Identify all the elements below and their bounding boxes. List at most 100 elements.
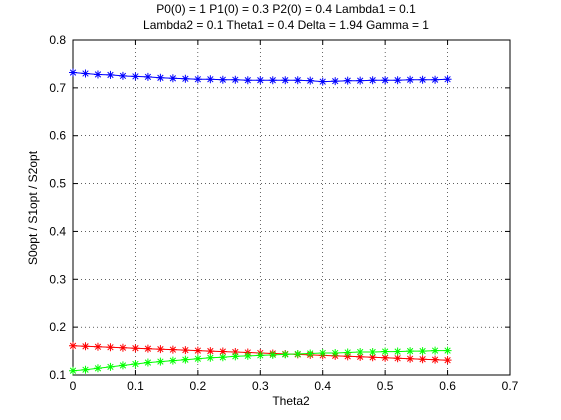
data-point-marker xyxy=(143,358,152,367)
data-point-marker xyxy=(231,75,240,84)
x-axis-label: Theta2 xyxy=(272,394,310,408)
data-point-marker xyxy=(193,75,202,84)
grid-lines xyxy=(73,40,510,375)
data-point-marker xyxy=(69,341,77,350)
data-point-marker xyxy=(306,349,315,358)
data-point-marker xyxy=(156,357,165,366)
data-point-marker xyxy=(118,343,127,352)
data-point-marker xyxy=(431,75,440,84)
data-point-marker xyxy=(69,68,77,77)
data-point-marker xyxy=(193,354,202,363)
y-axis-label: S0opt / S1opt / S2opt xyxy=(26,150,40,265)
y-tick-label: 0.4 xyxy=(49,224,66,238)
data-point-marker xyxy=(406,354,415,363)
data-point-marker xyxy=(331,348,340,357)
data-point-marker xyxy=(168,74,177,83)
data-point-marker xyxy=(106,70,115,79)
data-point-marker xyxy=(381,76,390,85)
data-point-marker xyxy=(331,77,340,86)
data-point-marker xyxy=(118,71,127,80)
data-point-marker xyxy=(156,73,165,82)
x-tick-label: 0.5 xyxy=(377,379,394,393)
data-point-marker xyxy=(293,349,302,358)
y-tick-label: 0.8 xyxy=(49,33,66,47)
data-point-marker xyxy=(93,364,102,373)
data-point-marker xyxy=(243,351,252,360)
data-point-marker xyxy=(69,366,77,375)
data-point-marker xyxy=(281,76,290,85)
data-point-marker xyxy=(268,350,277,359)
data-point-marker xyxy=(343,348,352,357)
data-point-marker xyxy=(393,347,402,356)
data-point-marker xyxy=(106,343,115,352)
data-point-marker xyxy=(106,362,115,371)
data-point-marker xyxy=(281,350,290,359)
data-point-marker xyxy=(431,355,440,364)
data-point-marker xyxy=(368,353,377,362)
data-point-marker xyxy=(443,75,452,84)
x-tick-label: 0.4 xyxy=(314,379,331,393)
chart-title-line-1: P0(0) = 1 P1(0) = 0.3 P2(0) = 0.4 Lambda… xyxy=(156,2,416,16)
data-point-marker xyxy=(181,346,190,355)
data-point-marker xyxy=(431,346,440,355)
data-point-marker xyxy=(81,69,90,78)
data-point-marker xyxy=(243,76,252,85)
data-point-marker xyxy=(206,347,215,356)
data-point-marker xyxy=(81,342,90,351)
data-point-marker xyxy=(443,356,452,365)
data-point-marker xyxy=(381,353,390,362)
data-point-marker xyxy=(393,76,402,85)
data-point-marker xyxy=(193,346,202,355)
data-point-marker xyxy=(343,76,352,85)
data-point-marker xyxy=(268,76,277,85)
plot-area xyxy=(72,39,511,376)
data-point-marker xyxy=(131,344,140,353)
data-point-marker xyxy=(356,76,365,85)
data-point-marker xyxy=(406,75,415,84)
data-point-marker xyxy=(118,361,127,370)
data-point-marker xyxy=(81,365,90,374)
axis-ticks: 0 0.1 0.2 0.3 0.4 0.5 0.6 0.7 0.1 0.2 0.3 0.4 0.5 0.6… xyxy=(49,33,518,393)
data-point-marker xyxy=(368,348,377,357)
data-point-marker xyxy=(406,347,415,356)
data-point-marker xyxy=(393,354,402,363)
y-tick-label: 0.6 xyxy=(49,129,66,143)
data-point-marker xyxy=(356,352,365,361)
data-point-marker xyxy=(443,346,452,355)
data-point-marker xyxy=(206,75,215,84)
x-tick-label: 0 xyxy=(70,379,77,393)
data-point-marker xyxy=(418,75,427,84)
y-tick-label: 0.5 xyxy=(49,177,66,191)
data-point-marker xyxy=(368,76,377,85)
y-tick-label: 0.1 xyxy=(49,368,66,382)
data-point-marker xyxy=(293,76,302,85)
series-1 xyxy=(69,68,452,86)
x-tick-label: 0.7 xyxy=(502,379,519,393)
data-point-marker xyxy=(131,72,140,81)
data-point-marker xyxy=(218,353,227,362)
data-series xyxy=(69,68,452,375)
y-tick-label: 0.2 xyxy=(49,320,66,334)
y-tick-label: 0.7 xyxy=(49,81,66,95)
data-point-marker xyxy=(206,353,215,362)
data-point-marker xyxy=(231,348,240,357)
data-point-marker xyxy=(356,348,365,357)
data-point-marker xyxy=(418,347,427,356)
x-tick-label: 0.6 xyxy=(439,379,456,393)
x-tick-label: 0.1 xyxy=(127,379,144,393)
data-point-marker xyxy=(181,74,190,83)
data-point-marker xyxy=(256,351,265,360)
data-point-marker xyxy=(218,347,227,356)
data-point-marker xyxy=(318,77,327,86)
data-point-marker xyxy=(168,345,177,354)
data-point-marker xyxy=(131,359,140,368)
data-point-marker xyxy=(156,345,165,354)
data-point-marker xyxy=(181,355,190,364)
x-tick-label: 0.2 xyxy=(190,379,207,393)
data-point-marker xyxy=(381,347,390,356)
data-point-marker xyxy=(256,76,265,85)
data-point-marker xyxy=(306,76,315,85)
data-point-marker xyxy=(93,70,102,79)
data-point-marker xyxy=(418,355,427,364)
